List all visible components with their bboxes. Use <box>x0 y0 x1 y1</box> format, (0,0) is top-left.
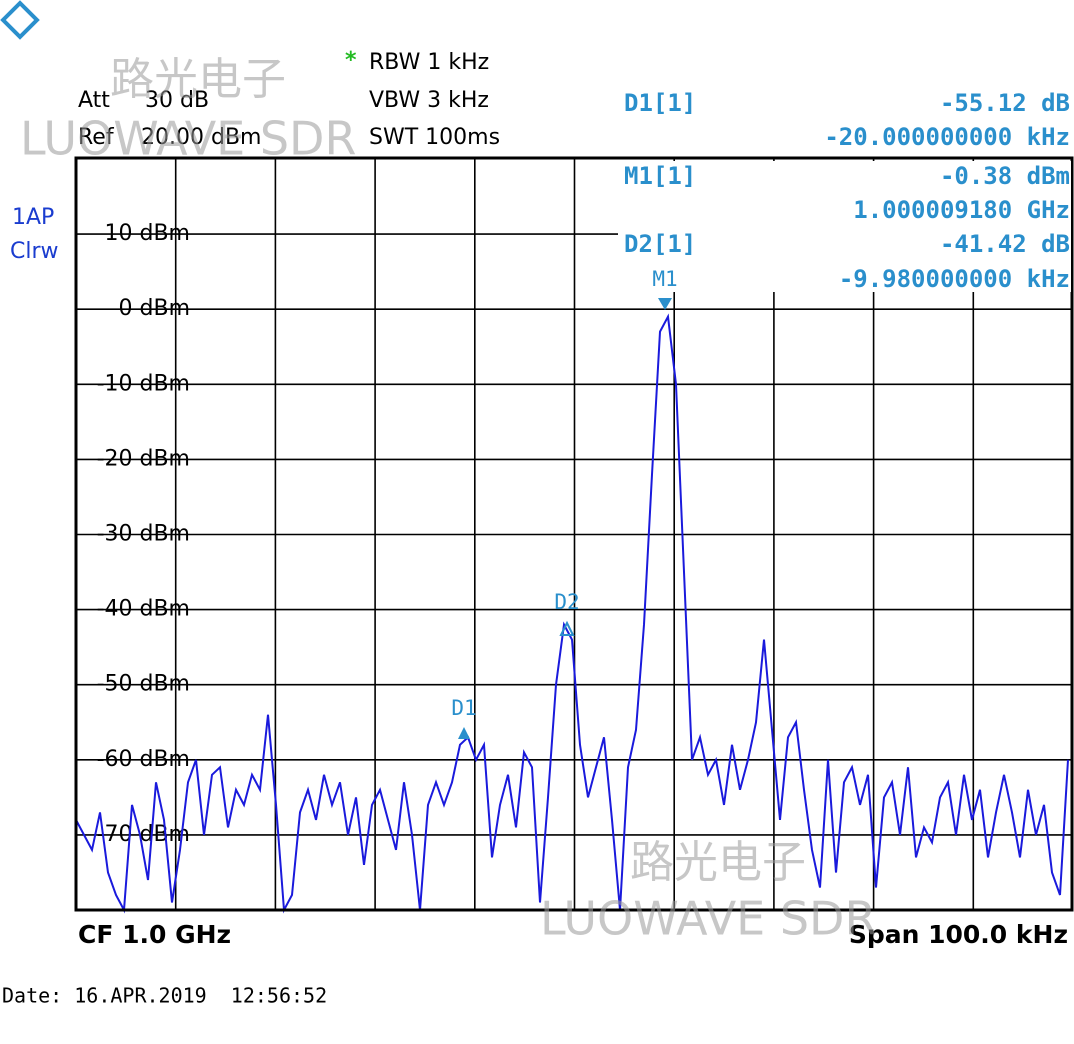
marker-level: -0.38 dBm <box>940 162 1070 190</box>
y-tick-label: -40 dBm <box>97 597 190 622</box>
y-tick-label: -60 dBm <box>97 747 190 772</box>
y-tick-label: -70 dBm <box>97 822 190 847</box>
rbw: RBW 1 kHz <box>369 50 489 75</box>
rbw-star: * <box>345 48 357 73</box>
marker-label: D1 <box>451 696 476 720</box>
marker-label: D2 <box>554 590 579 614</box>
watermark: LUOWAVE SDR <box>20 112 356 166</box>
watermark: 路光电子 <box>110 54 286 105</box>
marker-symbol <box>458 727 470 739</box>
att-label: Att <box>78 88 110 113</box>
ref-value: 20.00 dBm <box>141 125 261 150</box>
span: Span 100.0 kHz <box>849 920 1068 949</box>
marker-freq: -20.000000000 kHz <box>824 123 1070 151</box>
date: Date: 16.APR.2019 12:56:52 <box>2 984 327 1008</box>
y-tick-label: -20 dBm <box>97 446 190 471</box>
readout-background <box>618 161 1071 292</box>
y-tick-label: 0 dBm <box>119 296 190 321</box>
watermark: 路光电子 <box>630 837 806 888</box>
marker-symbol <box>559 620 575 636</box>
marker-freq: -9.980000000 kHz <box>839 265 1070 293</box>
plot-border <box>74 156 1074 912</box>
trace-mode: Clrw <box>10 239 59 264</box>
y-tick-label: -10 dBm <box>97 371 190 396</box>
marker-label: M1 <box>652 267 677 291</box>
marker-name: D2[1] <box>624 230 696 258</box>
vbw: VBW 3 kHz <box>369 88 489 113</box>
y-tick-label: -30 dBm <box>97 522 190 547</box>
att-value: 30 dB <box>145 88 209 113</box>
ref-label: Ref <box>78 125 115 150</box>
y-tick-label: -50 dBm <box>97 672 190 697</box>
marker-level: -41.42 dB <box>940 230 1070 258</box>
trace <box>75 313 1069 914</box>
logo <box>0 0 40 40</box>
y-tick-label: 10 dBm <box>105 221 190 246</box>
marker-name: M1[1] <box>624 162 696 190</box>
marker-level: -55.12 dB <box>940 89 1070 117</box>
watermark: LUOWAVE SDR <box>540 892 876 946</box>
marker-freq: 1.000009180 GHz <box>853 196 1070 224</box>
center-frequency: CF 1.0 GHz <box>78 920 231 949</box>
swt: SWT 100ms <box>369 125 500 150</box>
marker-symbol <box>658 298 672 310</box>
marker-name: D1[1] <box>624 89 696 117</box>
trace-label: 1AP <box>12 205 54 230</box>
